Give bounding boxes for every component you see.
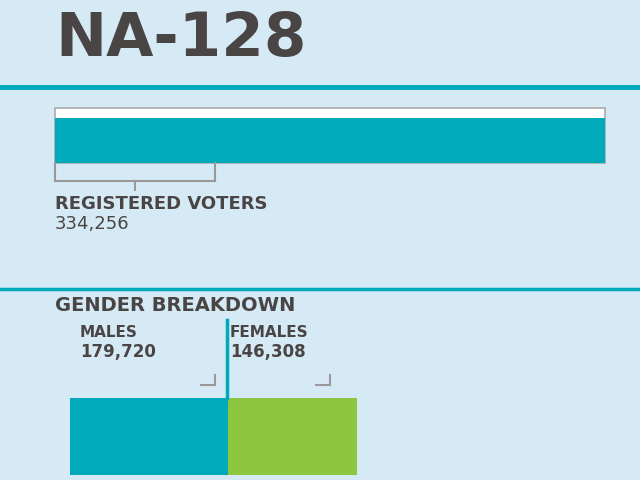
Text: GENDER BREAKDOWN: GENDER BREAKDOWN <box>55 296 296 315</box>
Bar <box>55 118 605 163</box>
Text: FEMALES: FEMALES <box>230 325 308 340</box>
Text: 146,308: 146,308 <box>230 343 306 361</box>
Text: REGISTERED VOTERS: REGISTERED VOTERS <box>55 195 268 213</box>
Text: NA-128: NA-128 <box>55 10 307 69</box>
Bar <box>55 108 605 163</box>
Text: 179,720: 179,720 <box>80 343 156 361</box>
Bar <box>70 398 228 475</box>
Bar <box>228 398 356 475</box>
Text: MALES: MALES <box>80 325 138 340</box>
Text: 334,256: 334,256 <box>55 215 130 233</box>
